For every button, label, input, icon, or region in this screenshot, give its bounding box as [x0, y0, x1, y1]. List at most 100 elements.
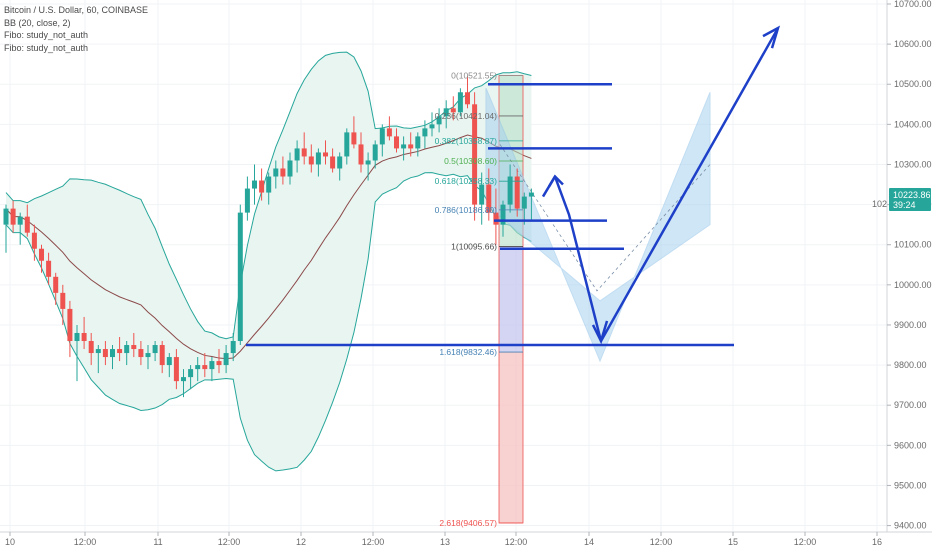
candle-body: [330, 156, 336, 169]
candle-body: [507, 176, 513, 205]
time-tick-label: 11: [153, 537, 162, 547]
candle-body: [301, 148, 307, 157]
fib-labels: 0(10521.55) 0.236(10421.04) 0.382(10358.87…: [435, 71, 523, 528]
candle-body: [152, 345, 158, 354]
candle-body: [53, 276, 59, 293]
forecast-arrowhead: [762, 25, 781, 49]
candle-body: [216, 361, 222, 366]
candle-body: [252, 180, 257, 189]
candle-body: [159, 345, 165, 366]
time-tick-label: 12:00: [74, 537, 97, 547]
time-tick-label: 12:00: [362, 537, 385, 547]
time-tick-label: 16: [872, 537, 882, 547]
channel-midline: [499, 144, 711, 292]
channel-band: [485, 88, 711, 363]
candle-body: [486, 184, 492, 213]
price-tick-label: 10400.00: [894, 119, 932, 129]
candle-body: [145, 353, 151, 358]
bollinger-bands: [5, 51, 532, 472]
fib-level-label: 1.618(9832.46): [439, 347, 497, 357]
countdown-label: 39:24: [893, 200, 916, 210]
candle-body: [3, 208, 9, 225]
candle-body: [493, 212, 499, 225]
candle-body: [379, 128, 385, 145]
time-tick-label: 12:00: [505, 537, 528, 547]
price-tick-label: 10000.00: [894, 280, 932, 290]
price-axis[interactable]: 10700.00 10600.00 10500.00 10400.00 10300.00…: [872, 0, 932, 532]
price-tick-label: 9700.00: [894, 400, 927, 410]
time-tick-label: 12:00: [794, 537, 817, 547]
candle-body: [39, 248, 44, 261]
fib-level-label: 0.5(10308.60): [444, 156, 497, 166]
candle-body: [315, 152, 321, 165]
fib-level-label: 0.382(10358.87): [435, 136, 498, 146]
price-tick-label: 10500.00: [894, 79, 932, 89]
candle-body: [244, 188, 250, 213]
price-tick-label: 9900.00: [894, 320, 927, 330]
candle-body: [436, 116, 442, 125]
candle-body: [17, 216, 23, 225]
candle-body: [465, 92, 470, 105]
time-tick-label: 13: [440, 537, 450, 547]
time-tick-label: 12:00: [650, 537, 673, 547]
fib-level-label: 0.618(10258.33): [435, 176, 498, 186]
candle-body: [528, 192, 534, 197]
candle-body: [24, 216, 30, 233]
candle-body: [323, 152, 328, 157]
candle-body: [173, 357, 179, 382]
candle-body: [67, 308, 73, 342]
symbol-title[interactable]: Bitcoin / U.S. Dollar, 60, COINBASE: [4, 5, 149, 15]
candle-body: [259, 180, 265, 193]
fib-level-label: 0.786(10186.80): [435, 205, 498, 215]
time-axis[interactable]: 10 12:00 11 12:00 12 12:00 13 12:00 14 12:00 15 12:…: [0, 531, 932, 547]
current-price-bg: [889, 188, 931, 212]
candle-body: [386, 128, 392, 137]
candle-body: [117, 349, 123, 354]
candle-body: [237, 212, 243, 342]
candles: [3, 76, 534, 398]
candle-body: [195, 365, 201, 370]
candle-body: [365, 160, 371, 165]
candle-body: [88, 341, 94, 354]
projection-channel[interactable]: [485, 88, 711, 363]
price-tick-label: 10300.00: [894, 159, 932, 169]
chart-legend: Bitcoin / U.S. Dollar, 60, COINBASE BB (…: [4, 4, 148, 54]
candle-body: [10, 208, 16, 225]
candle-body: [443, 108, 449, 117]
fibo-indicator-label[interactable]: Fibo: study_not_auth: [4, 30, 89, 40]
candle-body: [110, 349, 115, 358]
candle-body: [401, 144, 407, 149]
candle-body: [479, 184, 485, 205]
candle-body: [429, 124, 435, 129]
candle-body: [131, 345, 137, 350]
candle-body: [230, 341, 236, 354]
price-tick-label: 9800.00: [894, 360, 927, 370]
candle-body: [95, 349, 101, 354]
candle-body: [422, 128, 428, 137]
time-tick-label: 12: [296, 537, 306, 547]
candle-body: [358, 144, 364, 165]
candle-body: [181, 377, 186, 382]
user-drawings[interactable]: [246, 25, 781, 347]
candle-body: [138, 349, 144, 358]
bb-fill: [6, 52, 532, 471]
candle-body: [415, 136, 421, 149]
bb-indicator-label[interactable]: BB (20, close, 2): [4, 17, 71, 28]
fib-level-label: 2.618(9406.57): [439, 518, 497, 528]
candle-body: [166, 357, 172, 366]
fibo-indicator-label-2[interactable]: Fibo: study_not_auth: [4, 42, 89, 53]
candle-body: [337, 156, 343, 169]
fib-level-label: 0.236(10421.04): [435, 111, 498, 121]
fib-level-label: 1(10095.66): [451, 241, 497, 251]
fib-zone-red: [499, 352, 523, 523]
price-tick-label: 9400.00: [894, 521, 927, 531]
candle-body: [472, 104, 478, 205]
candle-body: [280, 168, 286, 177]
candle-body: [188, 369, 194, 378]
candle-body: [394, 136, 399, 149]
candle-body: [287, 160, 293, 177]
time-tick-label: 14: [584, 537, 594, 547]
fib-level-label: 0(10521.55): [451, 71, 497, 81]
